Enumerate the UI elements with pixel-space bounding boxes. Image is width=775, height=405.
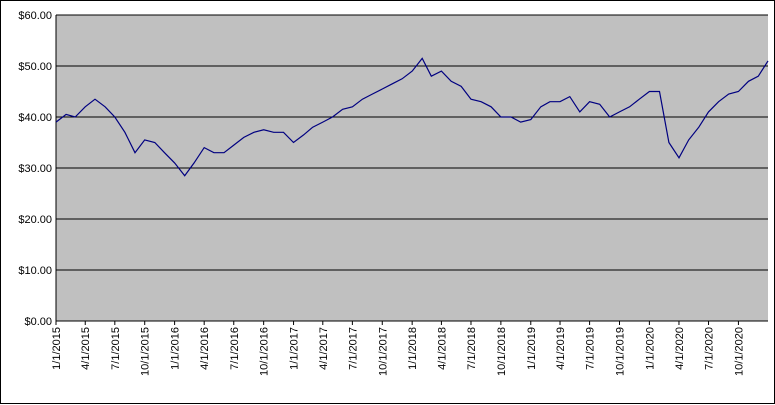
x-tick-label: 10/1/2019 bbox=[614, 327, 626, 376]
x-tick-label: 10/1/2017 bbox=[377, 327, 389, 376]
x-tick-label: 7/1/2019 bbox=[585, 327, 597, 370]
x-tick-label: 7/1/2016 bbox=[229, 327, 241, 370]
x-tick-label: 1/1/2020 bbox=[644, 327, 656, 370]
x-tick-label: 10/1/2016 bbox=[259, 327, 271, 376]
y-tick-label: $30.00 bbox=[18, 163, 52, 175]
x-tick-label: 10/1/2018 bbox=[496, 327, 508, 376]
line-series bbox=[55, 57, 769, 177]
x-tick-label: 4/1/2017 bbox=[318, 327, 330, 370]
x-tick-label: 4/1/2020 bbox=[674, 327, 686, 370]
x-tick-label: 10/1/2015 bbox=[140, 327, 152, 376]
y-tick-label: $50.00 bbox=[18, 61, 52, 73]
x-tick-label: 4/1/2016 bbox=[199, 327, 211, 370]
y-tick-label: $0.00 bbox=[24, 316, 52, 328]
x-tick-label: 1/1/2017 bbox=[289, 327, 301, 370]
x-tick-label: 7/1/2017 bbox=[347, 327, 359, 370]
y-tick-label: $20.00 bbox=[18, 214, 52, 226]
x-tick-label: 10/1/2020 bbox=[733, 327, 745, 376]
y-tick-label: $10.00 bbox=[18, 265, 52, 277]
x-tick-label: 1/1/2015 bbox=[51, 327, 63, 370]
x-tick-label: 4/1/2018 bbox=[436, 327, 448, 370]
x-tick-label: 4/1/2015 bbox=[80, 327, 92, 370]
x-tick-label: 1/1/2016 bbox=[170, 327, 182, 370]
x-tick-label: 4/1/2019 bbox=[555, 327, 567, 370]
y-tick-label: $60.00 bbox=[18, 10, 52, 22]
x-tick-label: 1/1/2018 bbox=[407, 327, 419, 370]
x-tick-label: 1/1/2019 bbox=[526, 327, 538, 370]
x-tick-label: 7/1/2018 bbox=[466, 327, 478, 370]
x-tick-label: 7/1/2020 bbox=[704, 327, 716, 370]
y-tick-label: $40.00 bbox=[18, 112, 52, 124]
x-tick-label: 7/1/2015 bbox=[110, 327, 122, 370]
